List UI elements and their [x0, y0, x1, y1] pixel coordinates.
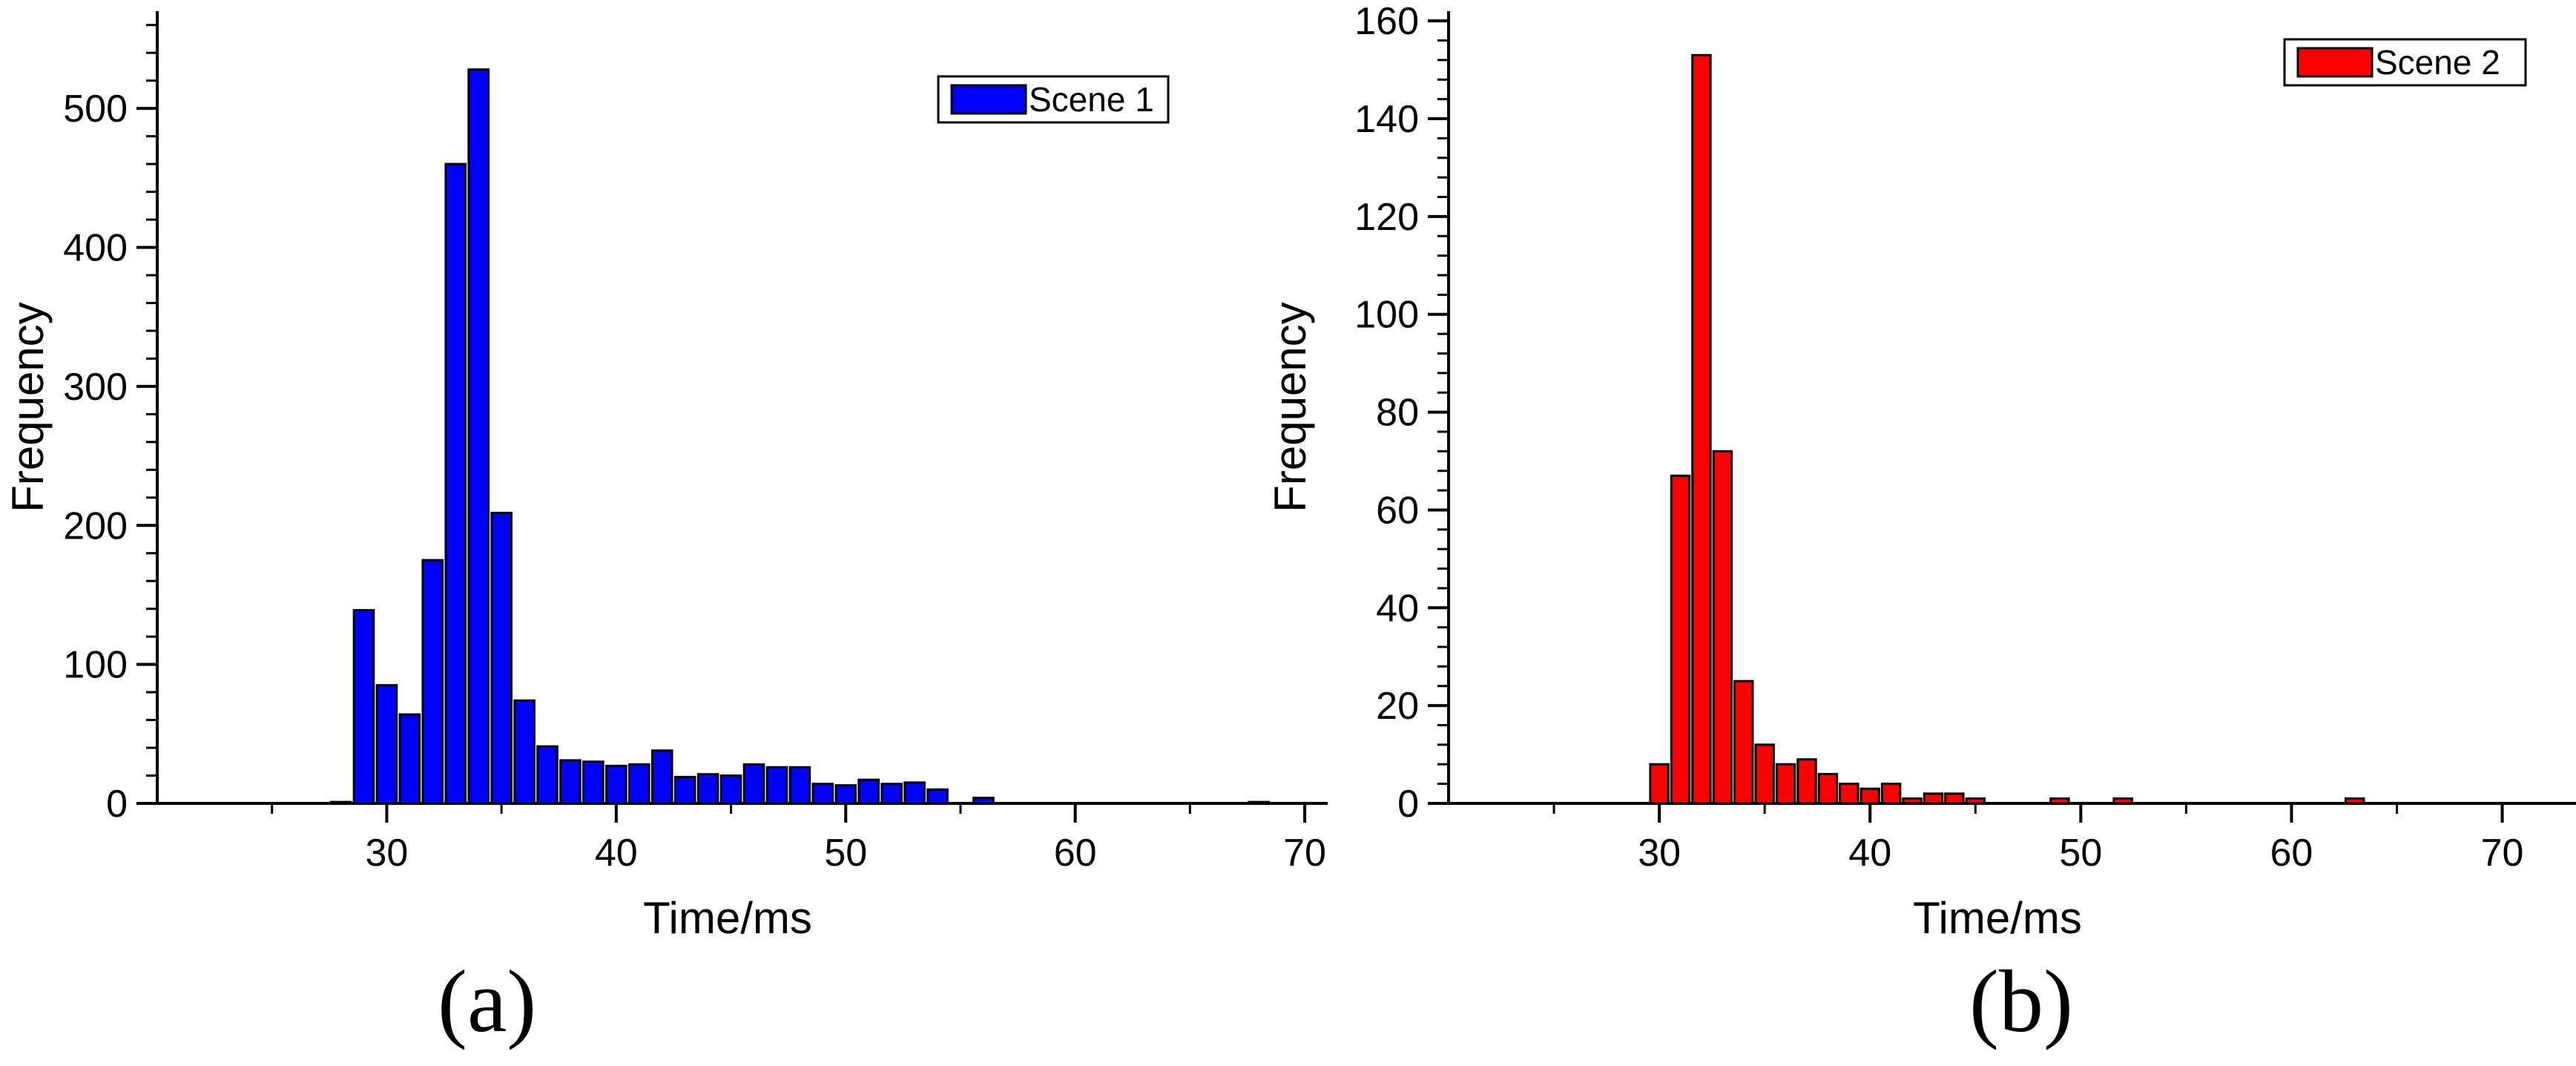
axes-group-b: 0 20 40 60 80 100 120 140 160 30 40 50 60 70: [1354, 0, 2576, 875]
bar-b-38: [1817, 772, 1839, 805]
chart-b-svg: 0 20 40 60 80 100 120 140 160 30 40 50 60 70 Time/ms Fr…: [1265, 0, 2576, 943]
panel-label-a: (a): [438, 952, 537, 1050]
x-tick-label-b-30: 30: [1638, 832, 1681, 875]
histogram-panel-b: 0 20 40 60 80 100 120 140 160 30 40 50 60 70 Time/ms Fr…: [1261, 0, 2576, 964]
panel-label-b: (b): [1969, 952, 2073, 1050]
legend-b: Scene 2: [2283, 38, 2527, 87]
y-tick-label-a-300: 300: [63, 366, 128, 409]
legend-swatch-a: [950, 84, 1027, 115]
bar-a-47: [765, 766, 788, 805]
bar-b-32: [1691, 53, 1712, 805]
bars-group-b: [1649, 53, 2365, 805]
x-tick-label-a-50: 50: [824, 832, 867, 875]
y-tick-label-b-0: 0: [1397, 783, 1419, 826]
bar-b-34: [1733, 680, 1754, 805]
y-axis-label-a: Frequency: [3, 302, 53, 512]
bar-b-35: [1754, 743, 1775, 805]
bar-b-39: [1839, 783, 1859, 805]
chart-a-svg: 0 100 200 300 400 500 30 40 50 60 70 Time/ms Frequen…: [3, 11, 1328, 943]
bar-a-45: [719, 774, 742, 805]
legend-label-b: Scene 2: [2375, 43, 2500, 82]
y-tick-label-b-40: 40: [1376, 587, 1419, 630]
bar-a-37: [536, 745, 559, 805]
bar-b-31: [1670, 474, 1691, 805]
bar-b-33: [1712, 450, 1733, 805]
x-tick-label-a-40: 40: [595, 832, 638, 875]
y-tick-label-b-140: 140: [1354, 98, 1419, 141]
bar-a-29: [352, 609, 375, 805]
legend-swatch-b: [2296, 47, 2374, 78]
y-tick-label-a-400: 400: [63, 227, 128, 270]
y-tick-label-a-0: 0: [106, 783, 128, 826]
x-tick-label-b-70: 70: [2481, 832, 2524, 875]
axes-group-a: 0 100 200 300 400 500 30 40 50 60 70: [63, 11, 1328, 875]
y-tick-label-b-60: 60: [1376, 489, 1419, 532]
bar-a-40: [605, 764, 627, 805]
x-axis-label-a: Time/ms: [643, 893, 812, 943]
bar-a-51: [857, 778, 880, 805]
bar-a-41: [627, 763, 650, 805]
bar-a-34: [467, 68, 490, 805]
bar-b-41: [1880, 783, 1902, 805]
bar-a-46: [742, 763, 765, 805]
bar-a-36: [513, 699, 536, 805]
x-axis-label-b: Time/ms: [1913, 893, 2082, 943]
bar-b-37: [1796, 758, 1817, 805]
y-tick-label-b-100: 100: [1354, 294, 1419, 337]
y-tick-label-a-500: 500: [63, 88, 128, 131]
bar-a-49: [811, 783, 834, 805]
y-tick-label-a-100: 100: [63, 644, 128, 687]
y-tick-label-b-160: 160: [1354, 0, 1419, 43]
bar-a-42: [650, 749, 673, 805]
bar-a-52: [880, 783, 903, 805]
bar-b-36: [1775, 763, 1796, 805]
x-tick-label-a-30: 30: [365, 832, 408, 875]
y-tick-label-b-120: 120: [1354, 196, 1419, 239]
y-tick-label-a-200: 200: [63, 504, 128, 547]
bar-a-35: [490, 511, 513, 805]
bars-group-a: [329, 68, 1270, 805]
y-tick-label-b-20: 20: [1376, 685, 1419, 728]
bar-a-50: [834, 784, 857, 805]
x-tick-label-a-70: 70: [1283, 832, 1326, 875]
legend-label-a: Scene 1: [1029, 80, 1154, 119]
bar-b-40: [1859, 787, 1880, 805]
bar-a-30: [375, 684, 398, 805]
legend-a: Scene 1: [937, 75, 1170, 124]
x-tick-label-b-50: 50: [2059, 832, 2102, 875]
bar-a-43: [673, 775, 696, 805]
x-tick-label-b-60: 60: [2270, 832, 2313, 875]
y-axis-label-b: Frequency: [1265, 302, 1315, 512]
bar-a-54: [926, 788, 949, 805]
x-tick-label-b-40: 40: [1848, 832, 1891, 875]
bar-a-32: [421, 559, 444, 805]
bar-a-48: [788, 766, 811, 805]
bar-b-30: [1649, 763, 1670, 805]
bar-a-44: [696, 773, 719, 805]
y-tick-label-b-80: 80: [1376, 392, 1419, 435]
x-tick-label-a-60: 60: [1054, 832, 1097, 875]
bar-a-53: [903, 781, 926, 805]
bar-a-31: [398, 713, 421, 805]
histogram-panel-a: 0 100 200 300 400 500 30 40 50 60 70 Time/ms Frequen…: [0, 0, 1335, 964]
bar-a-38: [559, 759, 582, 805]
bar-a-33: [444, 162, 467, 805]
bar-a-39: [582, 760, 605, 805]
